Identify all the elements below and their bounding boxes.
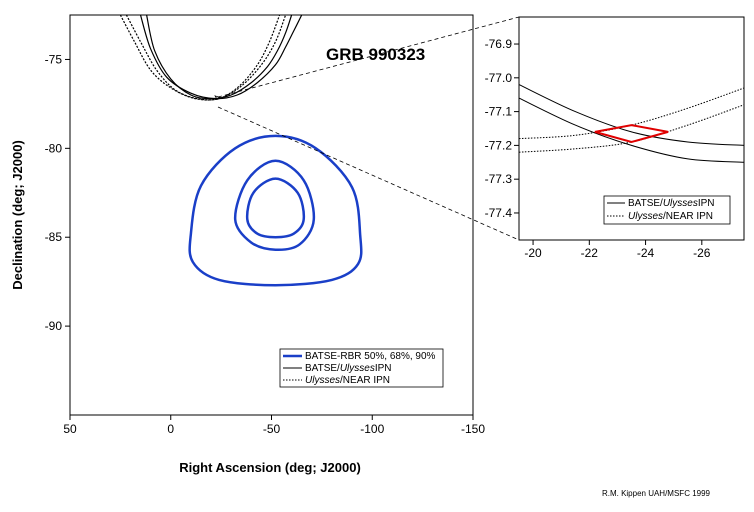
legend-label-batse-ulysses: BATSE/UlyssesIPN [305, 363, 392, 374]
main-series-rbr-contour-50 [245, 177, 306, 239]
figure-credit: R.M. Kippen UAH/MSFC 1999 [602, 489, 711, 498]
x-axis-label: Right Ascension (deg; J2000) [179, 460, 361, 475]
chart-title: GRB 990323 [326, 45, 425, 64]
inset-y-tick-label: -77.1 [485, 105, 513, 119]
inset-legend: BATSE/UlyssesIPN Ulysses/NEAR IPN [603, 195, 731, 225]
inset-error-region [594, 124, 669, 144]
legend-label-rbr: BATSE-RBR 50%, 68%, 90% [305, 351, 436, 362]
inset-legend-label-ulysses-near: Ulysses/NEAR IPN [628, 211, 713, 222]
inset-x-tick-label: -24 [637, 246, 655, 260]
main-series-batse-ulysses-inner [146, 15, 293, 100]
main-x-tick-label: -50 [263, 422, 281, 436]
inset-y-tick-label: -77.4 [485, 206, 513, 220]
inset-x-tick-label: -20 [524, 246, 542, 260]
inset-y-tick-label: -77.3 [485, 172, 513, 186]
inset-axis-ticks: -20 -22 -24 -26 -76.9 -77.0 -77.1 -77.2 -77.3 -77… [485, 37, 711, 260]
y-axis-label: Declination (deg; J2000) [10, 140, 25, 290]
main-legend: BATSE-RBR 50%, 68%, 90% BATSE/UlyssesIPN… [279, 348, 444, 388]
main-x-tick-label: -100 [360, 422, 384, 436]
inset-series-ulysses-near-2 [519, 87, 744, 140]
main-series-ulysses-near-outer [119, 15, 287, 101]
main-y-tick-label: -85 [45, 230, 63, 244]
main-y-tick-label: -75 [45, 52, 63, 66]
legend-label-ulysses-near: Ulysses/NEAR IPN [305, 375, 390, 386]
main-x-tick-label: -150 [461, 422, 485, 436]
inset-series-group [519, 84, 744, 163]
main-x-tick-label: 0 [167, 422, 174, 436]
zoom-connector-bottom [217, 106, 520, 241]
main-series-ulysses-near-inner [125, 15, 281, 101]
inset-series-batse-ulysses-1 [519, 97, 744, 163]
main-series-rbr-contour-90 [188, 134, 363, 287]
main-series-batse-ulysses-outer [139, 15, 303, 100]
inset-x-tick-label: -26 [693, 246, 711, 260]
inset-legend-label-batse-ulysses: BATSE/UlyssesIPN [628, 198, 715, 209]
main-x-tick-label: 50 [63, 422, 77, 436]
inset-y-tick-label: -76.9 [485, 37, 513, 51]
main-series-group [119, 15, 363, 287]
inset-plot-frame [518, 16, 745, 241]
main-y-tick-label: -90 [45, 319, 63, 333]
inset-x-tick-label: -22 [581, 246, 599, 260]
zoom-connector-top [217, 16, 520, 98]
main-series-rbr-contour-68 [233, 159, 316, 252]
main-axis-ticks: 50 0 -50 -100 -150 -75 -80 -85 -90 [45, 52, 486, 436]
inset-series-batse-ulysses-0 [519, 84, 744, 146]
inset-y-tick-label: -77.0 [485, 71, 513, 85]
inset-y-tick-label: -77.2 [485, 138, 513, 152]
main-y-tick-label: -80 [45, 141, 63, 155]
